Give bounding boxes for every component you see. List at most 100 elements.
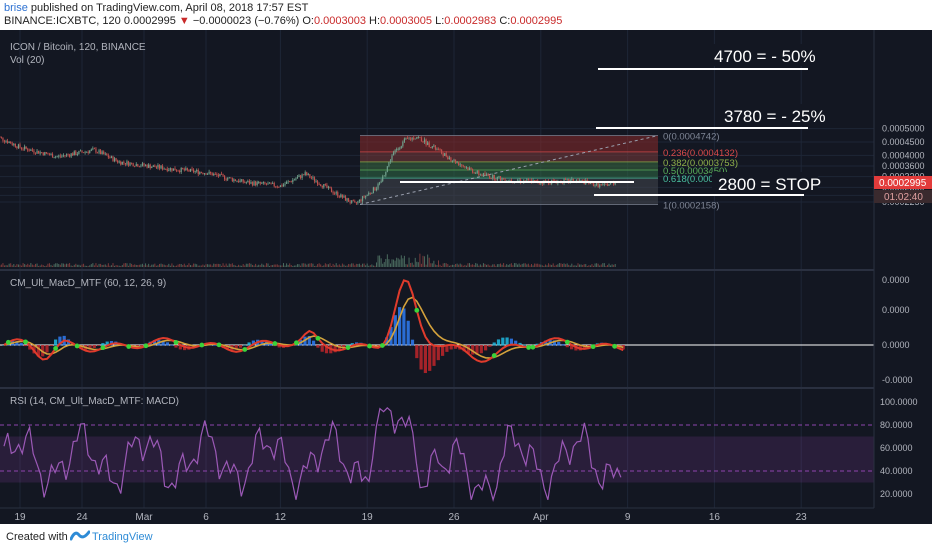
candle-body [296,177,299,179]
volume-bar [507,265,509,267]
candle-body [106,153,108,156]
candle-body [437,148,440,150]
macd-cross-dot [564,339,570,345]
candle-body [222,174,224,176]
candle-body [193,169,195,173]
candle-body [382,176,384,182]
macd-hist-bar [479,345,483,354]
price-axis[interactable] [874,30,932,524]
candle-body [335,192,337,194]
volume-bar [513,263,515,267]
annotation-bg-50 [708,44,840,66]
volume-bar [244,265,246,267]
candle-body [318,184,320,186]
volume-bar [42,265,44,267]
volume-bar [300,265,302,267]
candle-body [42,152,44,156]
candle-body [391,155,393,161]
candle-body [441,149,443,154]
author-name[interactable]: brise [4,2,28,14]
fibonacci-retracement[interactable]: 0(0.0004742) 0.236(0.0004132)0.382(0.0003… [359,132,738,212]
candle-body [450,157,452,161]
volume-bar [428,257,430,267]
volume-bar [27,263,29,267]
candle-body [310,177,312,179]
candle-body [476,171,478,173]
candle-body [453,159,455,161]
volume-bar [599,265,601,267]
candle-body [149,164,151,169]
candle-body [445,153,447,157]
candle-body [27,148,29,151]
macd-line [3,279,624,363]
macd-hist-bar [234,345,238,350]
volume-bar [422,255,424,267]
volume-bar [95,263,97,267]
volume-bar [2,263,4,267]
candle-body [419,137,421,138]
candle-body [448,157,450,160]
volume-bar [441,265,443,267]
volume-bar [222,263,224,267]
candle-body [86,151,88,153]
fib-label-1: 1(0.0002158) [663,200,720,211]
macd-hist-bar [471,345,475,355]
volume-bar [22,263,24,267]
volume-bar [132,265,134,267]
candle-body [189,168,192,172]
candle-body [213,173,215,176]
tradingview-link[interactable]: TradingView [92,531,153,543]
candle-body [36,150,38,154]
volume-bar [55,263,57,267]
candle-body [414,138,416,140]
volume-bar [126,263,128,267]
volume-bar [112,263,114,267]
macd-cross-dot [530,344,536,350]
annotation-lines[interactable] [400,68,808,196]
volume-bar [134,264,136,267]
volume-bar [140,264,142,267]
candle-body [81,150,83,153]
volume-bar [59,264,61,267]
volume-bar [117,265,119,267]
volume-bar [174,265,176,267]
candle-body [140,165,142,167]
candle-body [5,140,7,142]
volume-bar [451,264,453,267]
macd-cross-dot [294,340,299,346]
volume-bar [608,263,610,267]
volume-bar [594,263,596,267]
candle-body [462,165,464,167]
candle-body [371,193,373,194]
candle-body [256,182,258,186]
volume-bar [110,265,112,267]
candle-body [464,166,466,168]
candle-body [182,167,184,170]
volume-bar [120,265,122,267]
x-axis-labels[interactable]: 19 24 Mar 6 12 19 26 Apr 9 16 23 [14,512,807,523]
candle-body [98,150,100,153]
volume-bar [253,265,255,267]
candle-body [225,179,227,181]
candle-body [292,179,294,183]
candle-body [602,184,604,186]
macd-panel-title: CM_Ult_MacD_MTF (60, 12, 26, 9) [10,278,166,289]
candle-body [436,148,438,150]
macd-hist-bar [462,345,466,352]
volume-bar [157,265,159,267]
volume-bar [33,265,35,267]
candle-body [61,155,63,157]
volume-bar [603,263,605,267]
volume-bar [450,265,452,267]
macd-hist-bar [88,345,92,350]
candle-body [478,171,480,175]
candle-body [430,147,432,148]
annotation-50: 4700 = - 50% [714,47,816,66]
volume-bar [241,265,243,267]
candle-body [84,151,86,153]
price-panel-title: ICON / Bitcoin, 120, BINANCE [10,42,146,53]
created-with-label: Created with [6,531,68,543]
chart-canvas[interactable]: 0(0.0004742) 0.236(0.0004132)0.382(0.0003… [0,30,932,524]
volume-bar [433,260,435,267]
macd-hist-bar [165,342,169,346]
